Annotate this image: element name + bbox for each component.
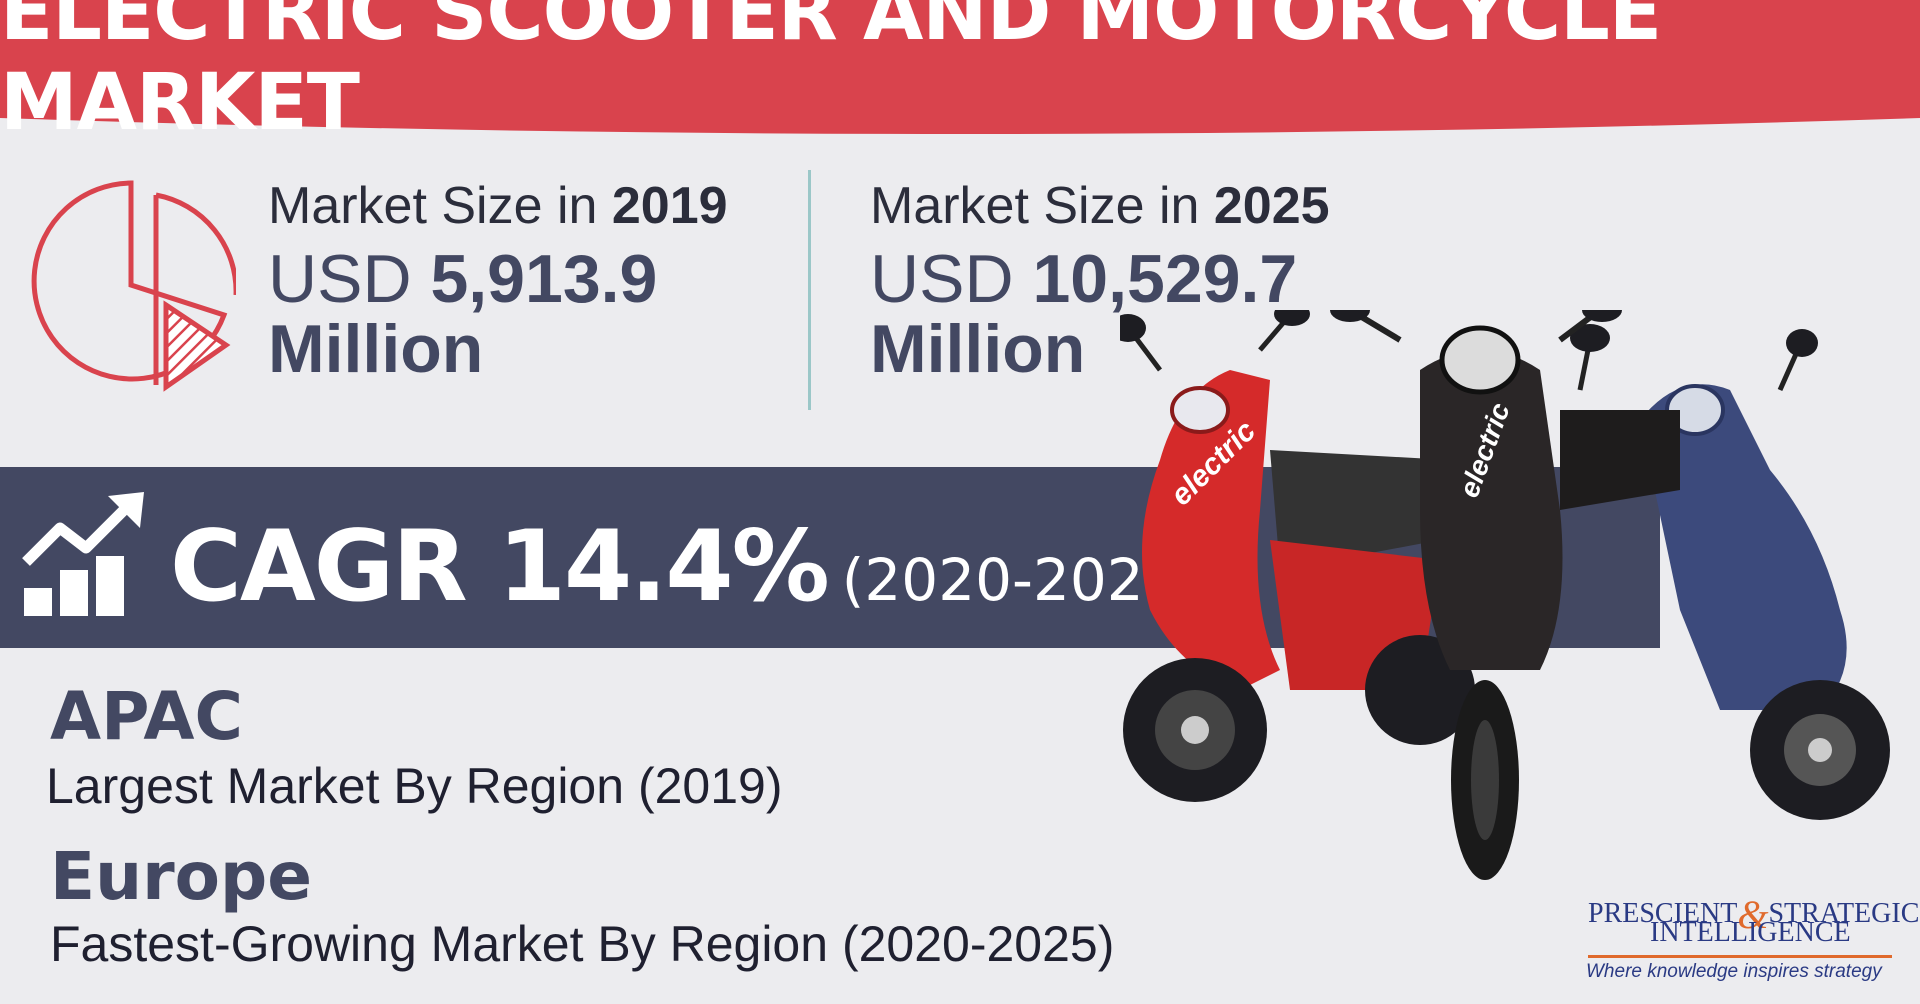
market-size-2025-unit: Million — [870, 311, 1086, 387]
blue-scooter — [1570, 324, 1890, 820]
logo-line2: INTELLIGENCE — [1650, 917, 1851, 948]
logo-ampersand: & — [1737, 892, 1769, 937]
logo-rule — [1588, 955, 1892, 958]
year: 2019 — [611, 177, 728, 235]
company-logo: PRESCIENT&STRATEGIC INTELLIGENCE Where k… — [1580, 885, 1919, 985]
value: 5,913.9 — [430, 241, 658, 317]
page-title: ELECTRIC SCOOTER AND MOTORCYCLE MARKET — [0, 0, 1662, 148]
region-name-europe: Europe — [50, 838, 312, 915]
growth-chart-icon — [22, 492, 144, 616]
banner-shape — [0, 0, 1920, 134]
cagr-value: CAGR 14.4% — [170, 510, 830, 624]
region-desc-europe: Fastest-Growing Market By Region (2020-2… — [50, 916, 1115, 972]
logo-word2: STRATEGIC — [1768, 898, 1920, 929]
currency: USD — [268, 241, 431, 317]
logo-tagline: Where knowledge inspires strategy — [1586, 961, 1882, 982]
divider — [808, 170, 811, 410]
black-scooter: electric — [1330, 310, 1680, 880]
market-size-2025-label: Market Size in 2025 — [870, 176, 1330, 236]
value: 10,529.7 — [1032, 241, 1298, 317]
label-prefix: Market Size in — [870, 177, 1214, 235]
market-size-2019-unit: Million — [268, 311, 484, 387]
label-prefix: Market Size in — [268, 177, 612, 235]
scooters-image: electric electric — [1120, 310, 1890, 880]
market-size-2025: Market Size in 2025 USD 10,529.7 Million — [870, 176, 1330, 384]
market-size-2025-value: USD 10,529.7 — [870, 244, 1330, 314]
title-banner: ELECTRIC SCOOTER AND MOTORCYCLE MARKET — [0, 0, 1920, 148]
region-desc-apac: Largest Market By Region (2019) — [46, 758, 783, 814]
cagr-text: CAGR 14.4% (2020-2025) — [170, 510, 1203, 624]
pie-chart-icon — [31, 180, 236, 392]
red-scooter: electric — [1120, 310, 1475, 802]
logo-line1: PRESCIENT&STRATEGIC — [1588, 885, 1920, 937]
market-size-2019: Market Size in 2019 USD 5,913.9 Million — [268, 176, 728, 384]
year: 2025 — [1213, 177, 1330, 235]
market-size-2019-value: USD 5,913.9 — [268, 244, 728, 314]
currency: USD — [870, 241, 1033, 317]
region-name-apac: APAC — [50, 678, 243, 755]
logo-word1: PRESCIENT — [1588, 898, 1738, 929]
market-size-2019-label: Market Size in 2019 — [268, 176, 728, 236]
